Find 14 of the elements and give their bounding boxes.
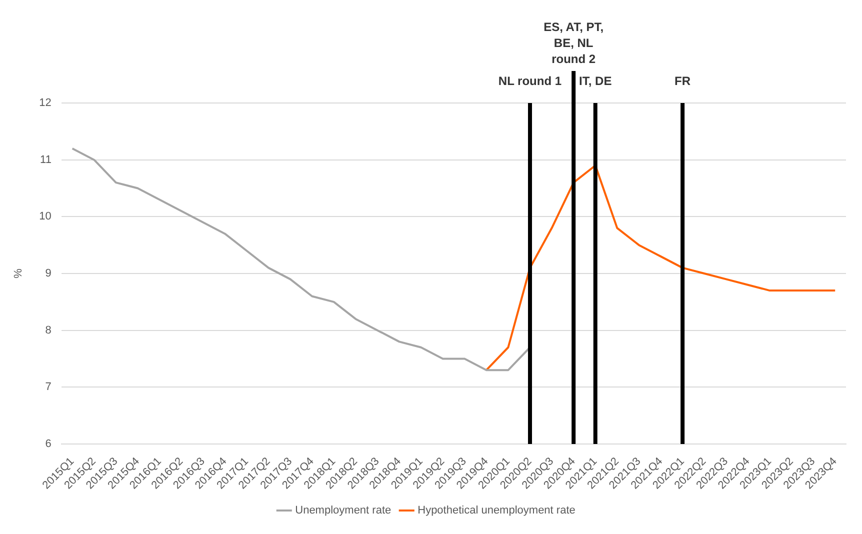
ref-line-label: IT, DE [579, 74, 612, 88]
y-axis-title: % [12, 268, 25, 278]
ref-line-label: ES, AT, PT, BE, NL round 2 [544, 20, 604, 66]
y-tick-label: 9 [45, 268, 52, 280]
y-tick-label: 12 [39, 97, 52, 110]
y-tick-label: 8 [45, 324, 52, 336]
ref-line-label: NL round 1 [498, 74, 562, 88]
y-tick-label: 11 [40, 154, 52, 166]
legend-label: Unemployment rate [295, 504, 392, 517]
y-tick-label: 10 [39, 210, 52, 223]
ref-line-label: FR [674, 74, 691, 88]
legend-label: Hypothetical unemployment rate [418, 504, 576, 517]
y-tick-label: 7 [45, 381, 52, 394]
y-tick-label: 6 [45, 438, 52, 450]
